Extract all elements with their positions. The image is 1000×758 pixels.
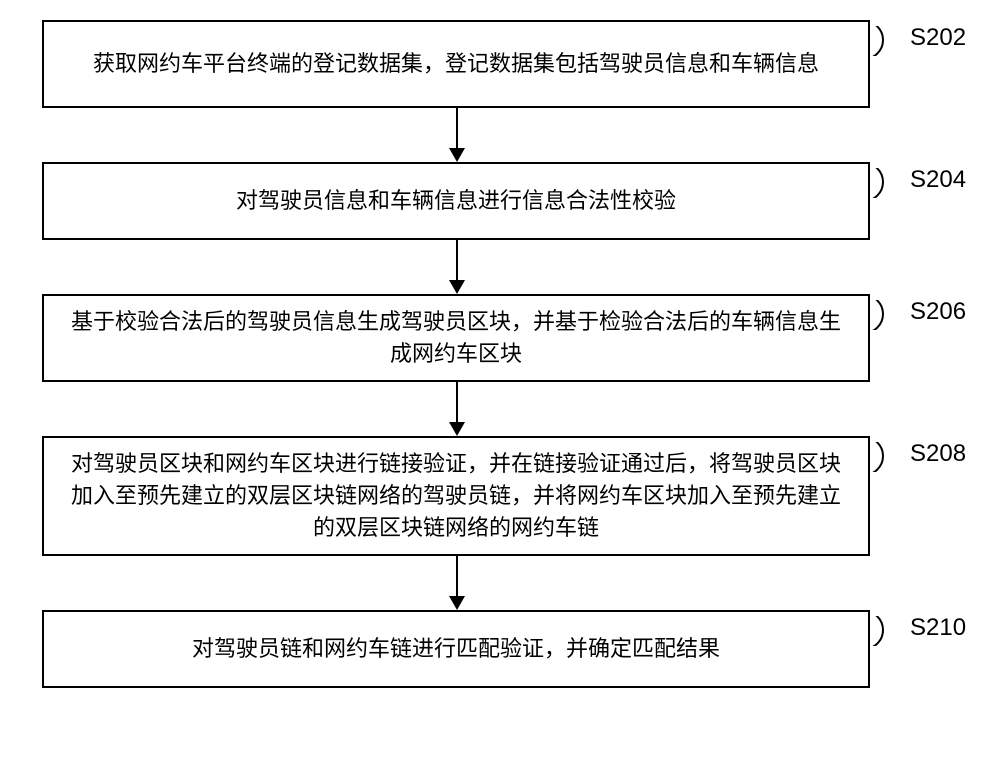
arrow-line: [456, 108, 458, 148]
step-text: 对驾驶员区块和网约车区块进行链接验证，并在链接验证通过后，将驾驶员区块加入至预先…: [64, 448, 848, 544]
label-connector: [868, 616, 898, 646]
arrow-head-icon: [449, 422, 465, 436]
step-label-s204: S204: [910, 166, 966, 194]
step-box-s210: 对驾驶员链和网约车链进行匹配验证，并确定匹配结果: [42, 610, 870, 688]
label-connector: [868, 300, 898, 330]
arrow-line: [456, 240, 458, 280]
step-box-s208: 对驾驶员区块和网约车区块进行链接验证，并在链接验证通过后，将驾驶员区块加入至预先…: [42, 436, 870, 556]
step-text: 基于校验合法后的驾驶员信息生成驾驶员区块，并基于检验合法后的车辆信息生成网约车区…: [64, 306, 848, 370]
step-text: 对驾驶员信息和车辆信息进行信息合法性校验: [236, 185, 676, 217]
label-connector: [868, 442, 898, 472]
arrow-head-icon: [449, 596, 465, 610]
step-label-s202: S202: [910, 24, 966, 52]
step-label-s210: S210: [910, 614, 966, 642]
label-connector: [868, 168, 898, 198]
step-box-s206: 基于校验合法后的驾驶员信息生成驾驶员区块，并基于检验合法后的车辆信息生成网约车区…: [42, 294, 870, 382]
step-box-s204: 对驾驶员信息和车辆信息进行信息合法性校验: [42, 162, 870, 240]
label-connector: [868, 26, 898, 56]
flowchart-canvas: 获取网约车平台终端的登记数据集，登记数据集包括驾驶员信息和车辆信息 S202 对驾驶…: [0, 0, 1000, 758]
arrow-head-icon: [449, 280, 465, 294]
arrow-head-icon: [449, 148, 465, 162]
step-text: 对驾驶员链和网约车链进行匹配验证，并确定匹配结果: [192, 633, 720, 665]
step-label-s208: S208: [910, 440, 966, 468]
step-text: 获取网约车平台终端的登记数据集，登记数据集包括驾驶员信息和车辆信息: [93, 48, 819, 80]
arrow-line: [456, 556, 458, 596]
step-label-s206: S206: [910, 298, 966, 326]
arrow-line: [456, 382, 458, 422]
step-box-s202: 获取网约车平台终端的登记数据集，登记数据集包括驾驶员信息和车辆信息: [42, 20, 870, 108]
